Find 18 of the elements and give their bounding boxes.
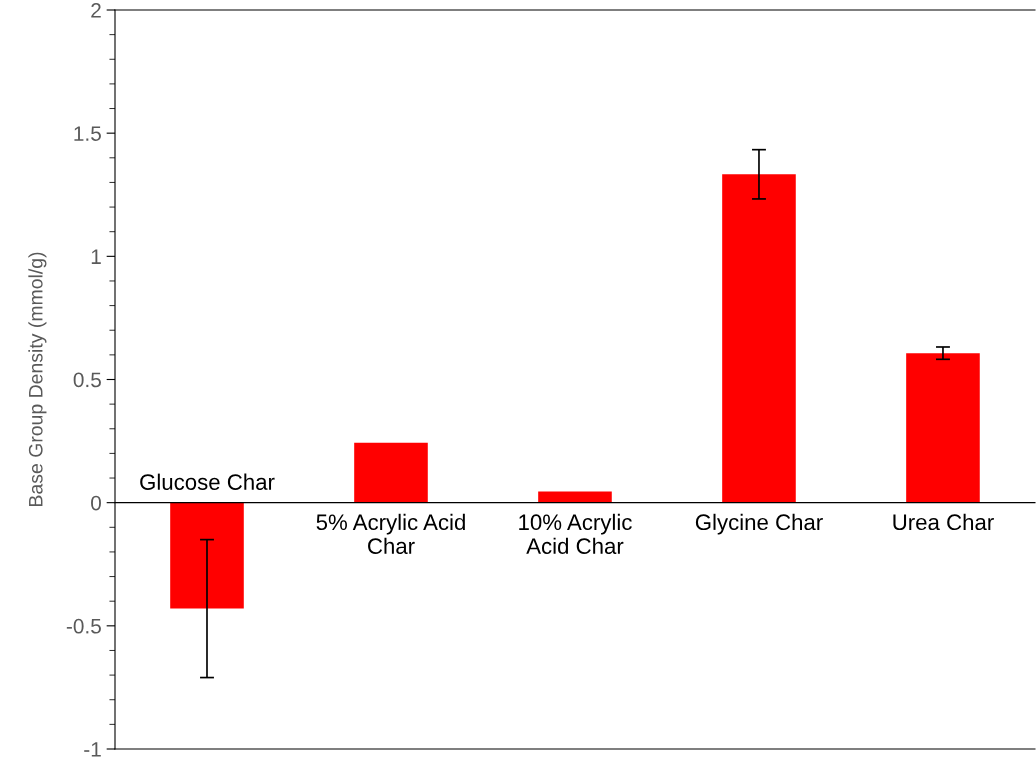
bar	[354, 442, 428, 503]
x-tick-label: Glucose Char	[140, 473, 275, 490]
bar	[722, 174, 796, 503]
y-tick-label: 1	[91, 249, 101, 264]
y-tick-label: 2	[91, 3, 101, 18]
bar	[538, 491, 612, 503]
y-tick-label: 1.5	[74, 126, 101, 141]
x-tick-label: 10% Acrylic Acid Char	[519, 513, 632, 555]
x-tick-label: Glycine Char	[695, 513, 823, 535]
y-tick-label: 0.5	[73, 372, 101, 388]
bar	[906, 353, 980, 503]
y-tick-label: -0.5	[66, 618, 101, 634]
y-axis-title: Base Group Density (mmol/g)	[28, 252, 47, 506]
y-tick-label: -1	[84, 742, 101, 757]
bar	[170, 502, 244, 609]
y-tick-label: 0	[91, 495, 101, 511]
x-tick-label: 5% Acrylic Acid Char	[316, 513, 465, 555]
x-tick-label: Urea Char	[893, 513, 994, 531]
